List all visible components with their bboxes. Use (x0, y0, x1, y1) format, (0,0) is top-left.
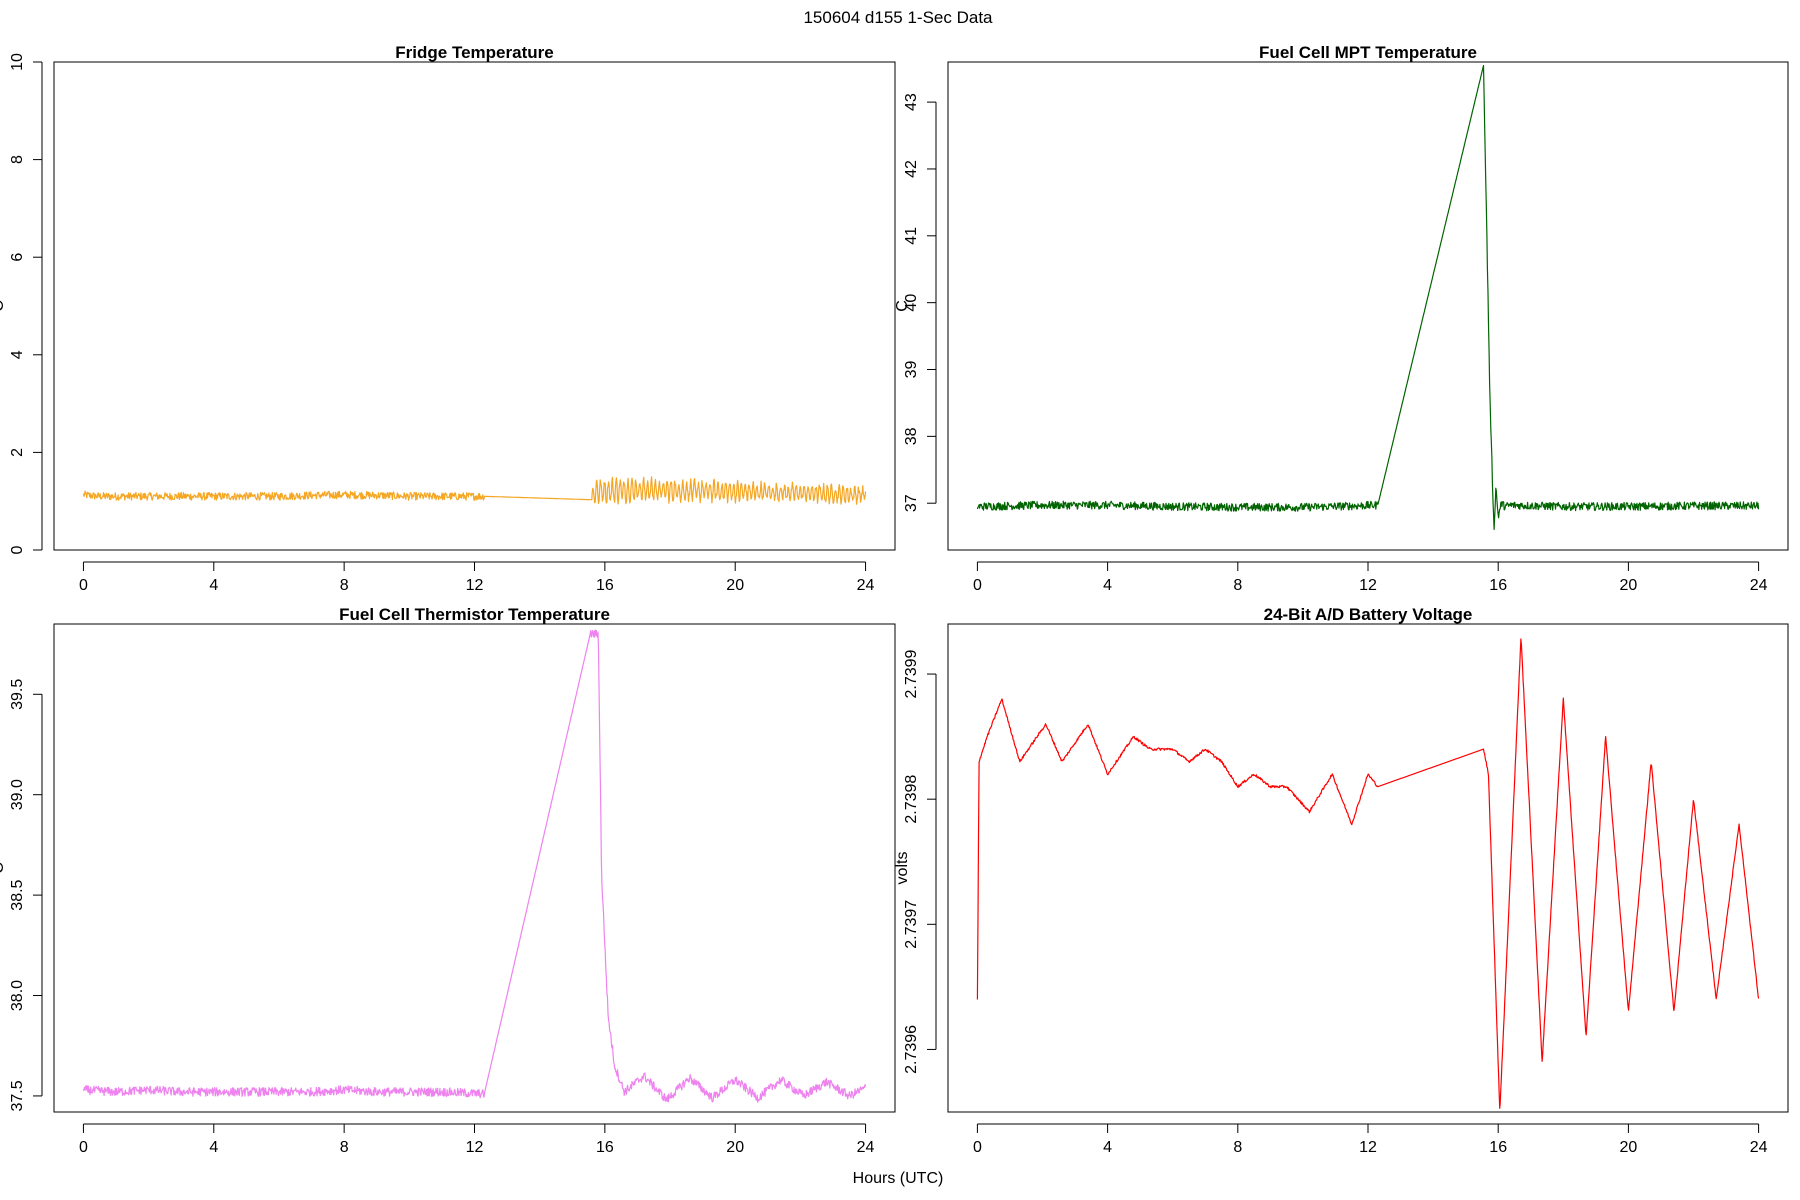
x-tick-label-4: 16 (1489, 1139, 1507, 1156)
x-tick-label-3: 16 (596, 1139, 614, 1156)
y-tick-label-2: 41 (903, 227, 920, 245)
series-line-1-1 (82, 476, 867, 505)
x-tick-label-1: 12 (466, 577, 484, 594)
x-tick-label-4: 8 (1233, 1139, 1242, 1156)
x-tick-label-2: 12 (1359, 577, 1377, 594)
y-tick-label-4: 2.7398 (903, 775, 920, 824)
y-tick-label-2: 42 (903, 160, 920, 178)
x-tick-label-2: 16 (1489, 577, 1507, 594)
x-tick-label-2: 20 (1620, 577, 1638, 594)
x-tick-label-2: 4 (1103, 577, 1112, 594)
y-tick-label-3: 38.0 (9, 980, 26, 1011)
y-tick-label-2: 43 (903, 93, 920, 111)
x-tick-label-4: 20 (1620, 1139, 1638, 1156)
y-tick-label-3: 39.0 (9, 779, 26, 810)
panel-title-4: 24-Bit A/D Battery Voltage (1264, 605, 1473, 624)
y-axis-label-4: volts (894, 852, 911, 885)
x-tick-label-1: 8 (340, 577, 349, 594)
y-axis-label-1: C (0, 300, 7, 312)
plot-frame-3 (53, 623, 896, 1113)
x-tick-label-3: 20 (726, 1139, 744, 1156)
x-tick-label-3: 8 (340, 1139, 349, 1156)
series-line-2-1 (976, 64, 1760, 531)
y-tick-label-1: 6 (9, 253, 26, 262)
panel-title-1: Fridge Temperature (395, 43, 553, 62)
panel-title-2: Fuel Cell MPT Temperature (1259, 43, 1477, 62)
x-tick-label-3: 12 (466, 1139, 484, 1156)
y-tick-label-4: 2.7397 (903, 900, 920, 949)
x-tick-label-4: 12 (1359, 1139, 1377, 1156)
y-tick-label-4: 2.7396 (903, 1025, 920, 1074)
x-tick-label-1: 20 (726, 577, 744, 594)
y-tick-label-1: 8 (9, 155, 26, 164)
x-tick-label-4: 4 (1103, 1139, 1112, 1156)
plot-frame-1 (53, 61, 896, 551)
series-line-4-1 (976, 638, 1760, 1109)
plot-frame-4 (947, 623, 1789, 1113)
x-tick-label-2: 8 (1233, 577, 1242, 594)
x-tick-label-3: 24 (857, 1139, 875, 1156)
figure-xlabel: Hours (UTC) (853, 1170, 944, 1187)
x-tick-label-1: 4 (209, 577, 218, 594)
series-line-3-1 (82, 629, 867, 1103)
y-tick-label-2: 38 (903, 427, 920, 445)
y-tick-label-1: 10 (9, 53, 26, 71)
figure-title: 150604 d155 1-Sec Data (803, 8, 993, 27)
y-tick-label-3: 37.5 (9, 1080, 26, 1111)
x-tick-label-2: 0 (973, 577, 982, 594)
y-axis-label-2: C (894, 300, 911, 312)
y-tick-label-2: 39 (903, 361, 920, 379)
x-tick-label-3: 0 (79, 1139, 88, 1156)
y-tick-label-1: 0 (9, 545, 26, 554)
x-tick-label-4: 0 (973, 1139, 982, 1156)
x-tick-label-1: 24 (857, 577, 875, 594)
y-tick-label-1: 4 (9, 350, 26, 359)
plot-frame-2 (947, 61, 1789, 551)
y-tick-label-1: 2 (9, 448, 26, 457)
y-axis-label-3: C (0, 862, 7, 874)
y-tick-label-2: 40 (903, 294, 920, 312)
x-tick-label-3: 4 (209, 1139, 218, 1156)
x-tick-label-1: 16 (596, 577, 614, 594)
y-tick-label-4: 2.7399 (903, 649, 920, 698)
x-tick-label-1: 0 (79, 577, 88, 594)
x-tick-label-4: 24 (1750, 1139, 1768, 1156)
x-tick-label-2: 24 (1750, 577, 1768, 594)
y-tick-label-3: 39.5 (9, 679, 26, 710)
y-tick-label-2: 37 (903, 494, 920, 512)
panel-title-3: Fuel Cell Thermistor Temperature (339, 605, 610, 624)
y-tick-label-3: 38.5 (9, 879, 26, 910)
